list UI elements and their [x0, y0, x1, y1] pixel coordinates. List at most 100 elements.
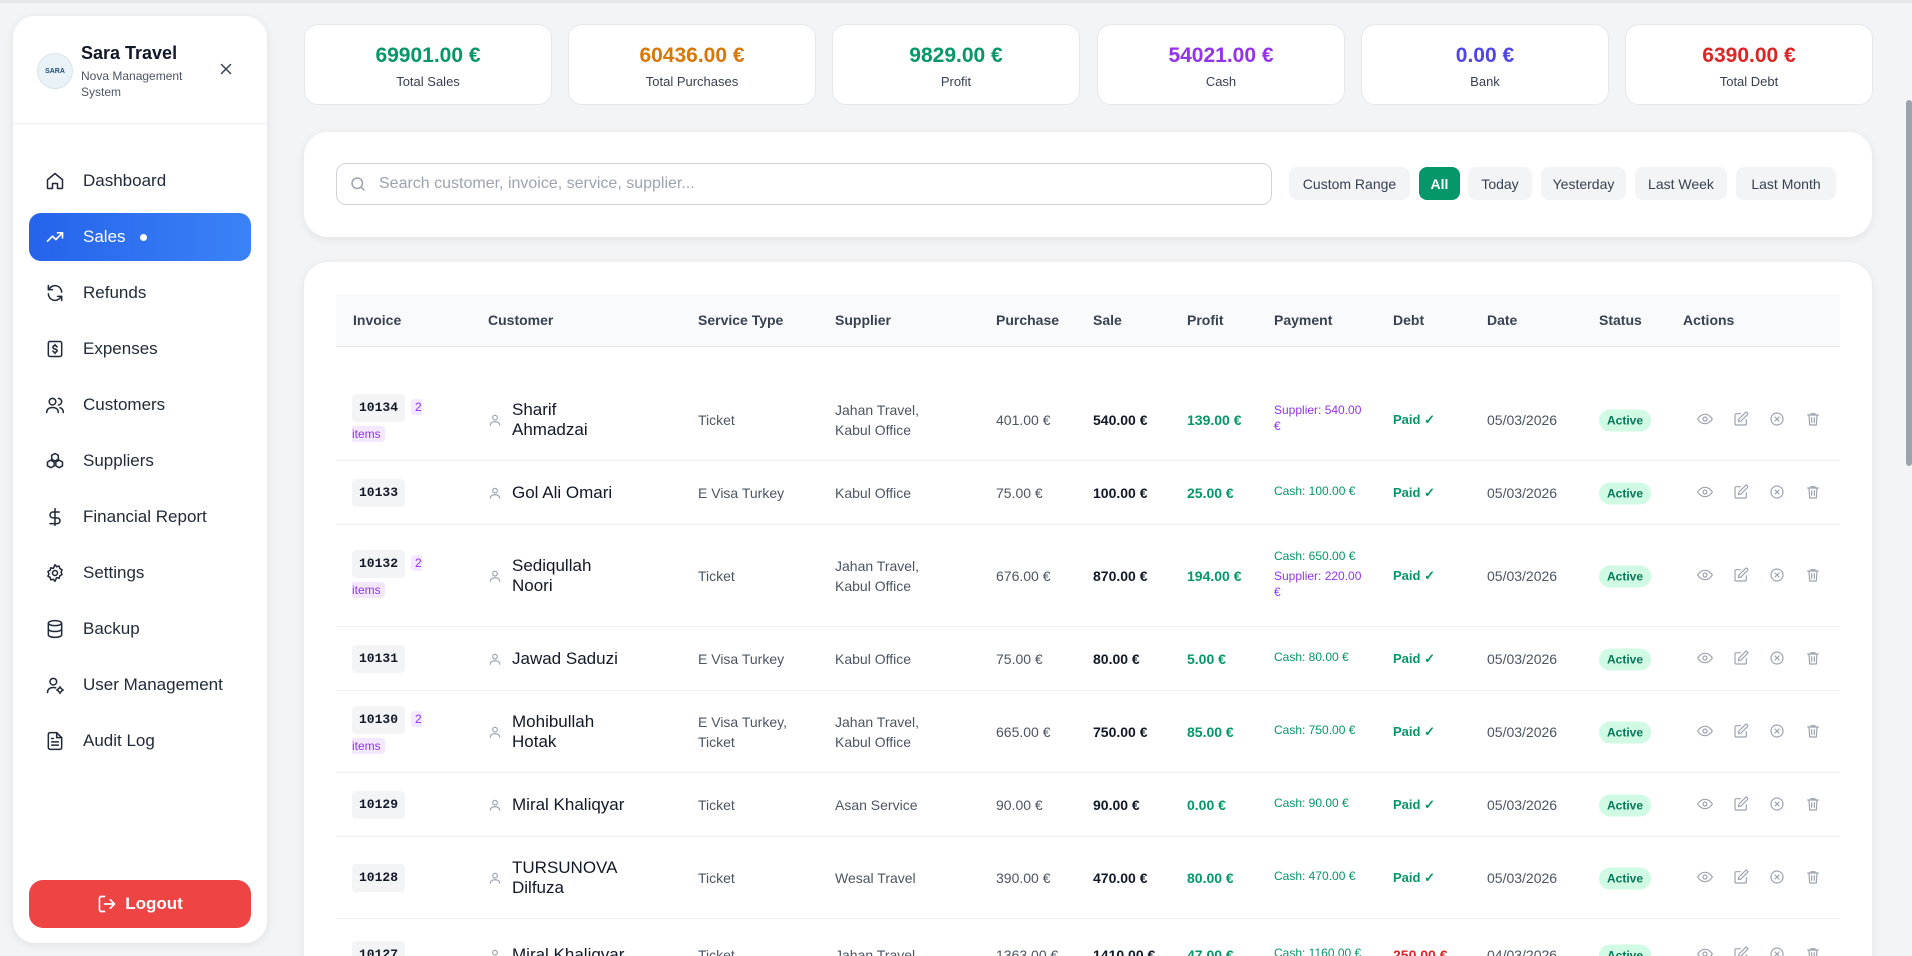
delete-button[interactable]	[1805, 650, 1823, 668]
view-button[interactable]	[1697, 723, 1715, 741]
table-row[interactable]: 10131 Jawad Saduzi E Visa Turkey Kabul O…	[336, 627, 1840, 691]
invoice-number[interactable]: 10130	[352, 705, 406, 734]
delete-button[interactable]	[1805, 869, 1823, 887]
customer-cell[interactable]: Jawad Saduzi	[488, 649, 688, 669]
delete-button[interactable]	[1805, 567, 1823, 585]
cancel-button[interactable]	[1769, 650, 1787, 668]
edit-button[interactable]	[1733, 946, 1751, 956]
edit-button[interactable]	[1733, 650, 1751, 668]
user-icon	[489, 726, 501, 738]
invoice-number[interactable]: 10128	[352, 863, 406, 892]
invoice-number[interactable]: 10129	[352, 790, 406, 819]
table-row[interactable]: 10129 Miral Khaliqyar Ticket Asan Servic…	[336, 773, 1840, 837]
debt-cell: Paid ✓	[1393, 567, 1435, 583]
col-supplier[interactable]: Supplier	[835, 312, 892, 328]
filter-last-month-button[interactable]: Last Month	[1736, 167, 1836, 200]
col-invoice[interactable]: Invoice	[353, 312, 402, 328]
sidebar-item-settings[interactable]: Settings	[29, 549, 251, 597]
customer-cell[interactable]: Gol Ali Omari	[488, 483, 688, 503]
invoice-number[interactable]: 10134	[352, 393, 406, 422]
customer-cell[interactable]: Miral Khaliqyar	[488, 945, 688, 956]
filter-all-button[interactable]: All	[1419, 167, 1460, 200]
col-purchase[interactable]: Purchase	[996, 312, 1060, 328]
edit-button[interactable]	[1733, 484, 1751, 502]
cancel-button[interactable]	[1769, 411, 1787, 429]
col-payment[interactable]: Payment	[1274, 312, 1333, 328]
payment-cell: Cash: 1160.00 €	[1274, 945, 1369, 956]
filter-today-button[interactable]: Today	[1468, 167, 1532, 200]
trash-icon	[1807, 797, 1819, 811]
cancel-button[interactable]	[1769, 946, 1787, 956]
close-sidebar-button[interactable]	[213, 56, 239, 82]
cancel-button[interactable]	[1769, 723, 1787, 741]
customer-cell[interactable]: Miral Khaliqyar	[488, 795, 688, 815]
customer-cell[interactable]: Mohibullah Hotak	[488, 712, 688, 752]
edit-button[interactable]	[1733, 567, 1751, 585]
delete-button[interactable]	[1805, 484, 1823, 502]
delete-button[interactable]	[1805, 946, 1823, 956]
edit-button[interactable]	[1733, 411, 1751, 429]
view-button[interactable]	[1697, 484, 1715, 502]
table-row[interactable]: 10128 TURSUNOVA Dilfuza Ticket Wesal Tra…	[336, 837, 1840, 919]
sidebar-item-suppliers[interactable]: Suppliers	[29, 437, 251, 485]
invoice-number[interactable]: 10127	[352, 940, 406, 956]
customer-cell[interactable]: TURSUNOVA Dilfuza	[488, 858, 688, 898]
edit-button[interactable]	[1733, 723, 1751, 741]
purchase-cell: 75.00 €	[996, 484, 1043, 501]
view-button[interactable]	[1697, 869, 1715, 887]
col-debt[interactable]: Debt	[1393, 312, 1425, 328]
table-row[interactable]: 10127 Miral Khaliqyar Ticket Jahan Trave…	[336, 919, 1840, 956]
search-input[interactable]	[379, 175, 1259, 193]
sidebar-item-sales[interactable]: Sales	[29, 213, 251, 261]
customer-cell[interactable]: Sharif Ahmadzai	[488, 400, 688, 440]
logout-button[interactable]: Logout	[29, 880, 251, 928]
sidebar-item-backup[interactable]: Backup	[29, 605, 251, 653]
row-actions	[1697, 650, 1841, 668]
sidebar-item-expenses[interactable]: Expenses	[29, 325, 251, 373]
supplier-cell: Jahan Travel	[835, 946, 916, 956]
sidebar-item-customers[interactable]: Customers	[29, 381, 251, 429]
sidebar-item-dashboard[interactable]: Dashboard	[29, 157, 251, 205]
view-button[interactable]	[1697, 411, 1715, 429]
stat-card-cash: 54021.00 € Cash	[1097, 24, 1345, 105]
col-customer[interactable]: Customer	[488, 312, 554, 328]
cancel-button[interactable]	[1769, 796, 1787, 814]
filter-custom-range-button[interactable]: Custom Range	[1289, 167, 1410, 200]
sidebar-item-user-management[interactable]: User Management	[29, 661, 251, 709]
col-profit[interactable]: Profit	[1187, 312, 1224, 328]
cancel-button[interactable]	[1769, 869, 1787, 887]
table-row[interactable]: 10134 2 items Sharif Ahmadzai Ticket Jaha…	[336, 379, 1840, 461]
sidebar-item-audit-log[interactable]: Audit Log	[29, 717, 251, 765]
table-row[interactable]: 10130 2 items Mohibullah Hotak E Visa Tur…	[336, 691, 1840, 773]
page-scrollbar[interactable]	[1906, 100, 1912, 466]
payment-entry: Supplier: 220.00 €	[1274, 568, 1362, 599]
filter-yesterday-button[interactable]: Yesterday	[1541, 167, 1626, 200]
col-sale[interactable]: Sale	[1093, 312, 1122, 328]
col-service-type[interactable]: Service Type	[698, 312, 784, 328]
edit-button[interactable]	[1733, 869, 1751, 887]
invoice-number[interactable]: 10131	[352, 644, 406, 673]
view-button[interactable]	[1697, 567, 1715, 585]
filter-last-week-button[interactable]: Last Week	[1635, 167, 1727, 200]
sidebar-item-refunds[interactable]: Refunds	[29, 269, 251, 317]
view-button[interactable]	[1697, 650, 1715, 668]
invoice-number[interactable]: 10133	[352, 478, 406, 507]
col-status[interactable]: Status	[1599, 312, 1642, 328]
trash-icon	[1807, 870, 1819, 884]
view-button[interactable]	[1697, 796, 1715, 814]
delete-button[interactable]	[1805, 796, 1823, 814]
col-date[interactable]: Date	[1487, 312, 1518, 328]
delete-button[interactable]	[1805, 723, 1823, 741]
table-row[interactable]: 10132 2 items Sediqullah Noori Ticket Jah…	[336, 525, 1840, 627]
cancel-button[interactable]	[1769, 567, 1787, 585]
cancel-button[interactable]	[1769, 484, 1787, 502]
invoice-number[interactable]: 10132	[352, 549, 406, 578]
stat-card-bank: 0.00 € Bank	[1361, 24, 1609, 105]
view-button[interactable]	[1697, 946, 1715, 956]
sidebar-item-financial-report[interactable]: Financial Report	[29, 493, 251, 541]
edit-button[interactable]	[1733, 796, 1751, 814]
delete-button[interactable]	[1805, 411, 1823, 429]
customer-cell[interactable]: Sediqullah Noori	[488, 556, 688, 596]
status-badge: Active	[1599, 648, 1652, 670]
table-row[interactable]: 10133 Gol Ali Omari E Visa Turkey Kabul …	[336, 461, 1840, 525]
